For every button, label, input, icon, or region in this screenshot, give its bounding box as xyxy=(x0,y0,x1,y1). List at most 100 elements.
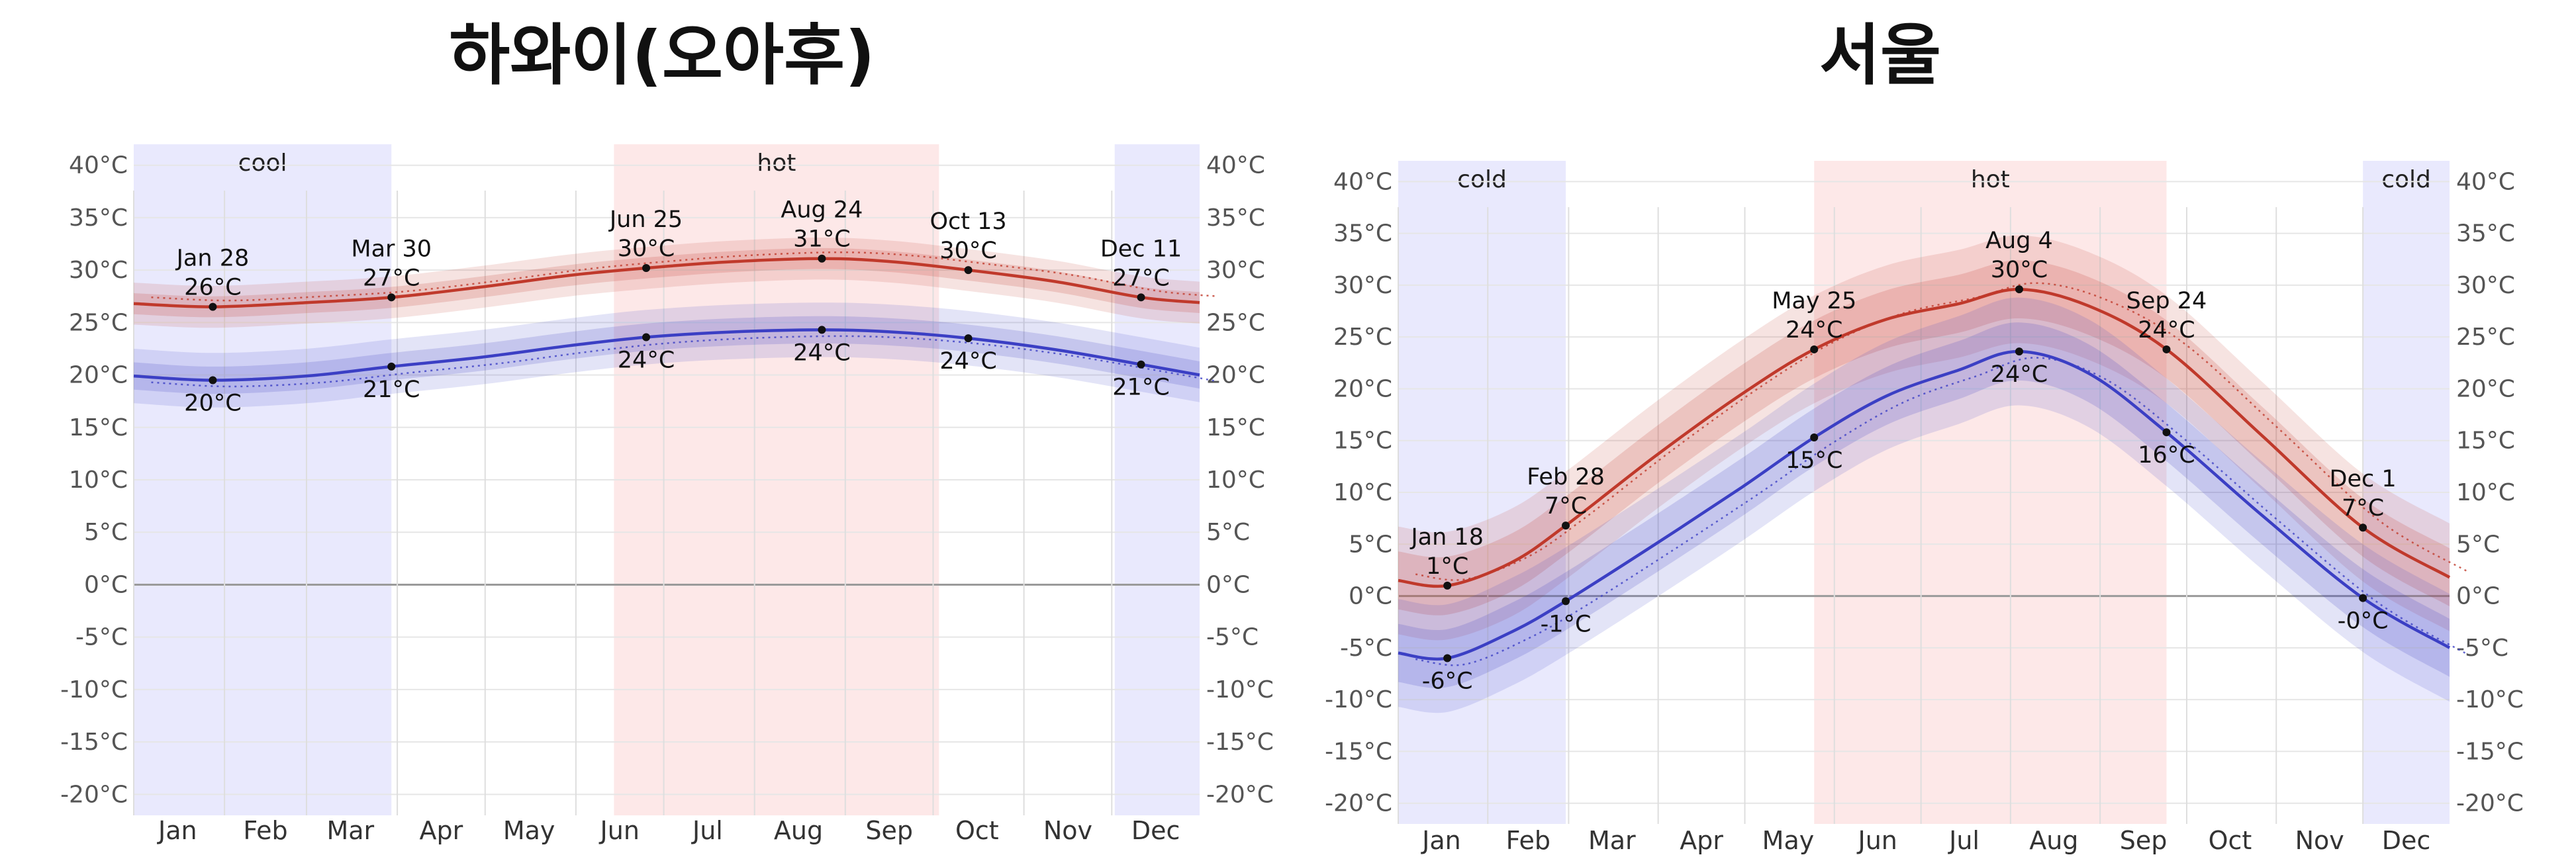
y-tick-label-left: -10°C xyxy=(1325,686,1392,713)
annotation-point xyxy=(1810,433,1819,442)
month-label: Jun xyxy=(599,816,640,845)
annotation-point xyxy=(209,376,217,385)
annotation-value: 30°C xyxy=(618,236,675,262)
month-label: Nov xyxy=(1043,816,1092,845)
y-tick-label-left: 0°C xyxy=(84,571,128,598)
annotation-point xyxy=(2162,345,2171,353)
month-label: Jun xyxy=(1857,826,1897,855)
annotation-value: -0°C xyxy=(2338,608,2389,635)
y-tick-label-left: 35°C xyxy=(69,204,128,232)
annotation-value: 15°C xyxy=(1786,447,1842,474)
annotation-point xyxy=(387,293,396,302)
month-label: Sep xyxy=(865,816,913,845)
annotation-value: 21°C xyxy=(1112,375,1169,401)
annotation-value: 31°C xyxy=(793,226,850,253)
season-label: hot xyxy=(757,150,796,177)
y-tick-label-left: -15°C xyxy=(60,729,128,756)
y-tick-label-right: -5°C xyxy=(1206,624,1259,651)
annotation-point xyxy=(818,326,826,334)
month-label: Dec xyxy=(2382,826,2431,855)
y-tick-label-left: 40°C xyxy=(69,152,128,179)
y-tick-label-left: 15°C xyxy=(69,414,128,441)
month-label: Mar xyxy=(326,816,374,845)
annotation-point xyxy=(1810,345,1819,353)
month-label: May xyxy=(503,816,555,845)
month-label: Apr xyxy=(1680,826,1723,855)
y-tick-label-right: -10°C xyxy=(1206,676,1274,703)
series-dotted-low xyxy=(151,335,1217,388)
y-tick-label-left: 5°C xyxy=(1349,531,1392,558)
annotation-point xyxy=(1443,654,1452,662)
annotation-point xyxy=(964,266,973,275)
annotation-value: 24°C xyxy=(2138,317,2195,343)
month-label: Jan xyxy=(1421,826,1461,855)
y-tick-label-right: 5°C xyxy=(2456,531,2500,558)
annotation-date: Feb 28 xyxy=(1527,464,1605,490)
y-tick-label-right: 0°C xyxy=(2456,583,2500,610)
y-tick-label-left: 10°C xyxy=(1333,479,1392,506)
annotation-value: 20°C xyxy=(184,390,241,416)
y-tick-label-right: 25°C xyxy=(1206,309,1265,336)
month-label: Oct xyxy=(955,816,999,845)
y-tick-label-right: 10°C xyxy=(2456,479,2515,506)
y-tick-label-right: 35°C xyxy=(1206,204,1265,232)
annotation-date: Aug 24 xyxy=(781,197,863,224)
season-label: cold xyxy=(2381,166,2431,193)
series-line-high xyxy=(133,257,1200,308)
annotation-value: 1°C xyxy=(1426,553,1468,580)
y-tick-label-left: 0°C xyxy=(1349,583,1392,610)
y-tick-label-left: 10°C xyxy=(69,467,128,494)
y-tick-label-left: 30°C xyxy=(69,257,128,284)
annotation-point xyxy=(818,254,826,263)
y-tick-label-right: -15°C xyxy=(2456,738,2524,765)
annotation-date: Oct 13 xyxy=(930,208,1006,235)
month-label: May xyxy=(1762,826,1815,855)
y-tick-label-right: 15°C xyxy=(2456,428,2515,455)
month-label: Apr xyxy=(420,816,463,845)
month-label: Sep xyxy=(2120,826,2168,855)
series-band-outer-low xyxy=(134,302,1200,408)
chart-panel-seoul: 서울 cold hot cold -20°C -20°C -15°C -15°C -10°C -1… xyxy=(1325,17,2524,855)
y-tick-label-left: -15°C xyxy=(1325,738,1392,765)
y-tick-label-right: 5°C xyxy=(1206,519,1250,546)
y-tick-label-right: 10°C xyxy=(1206,467,1265,494)
series-band-inner-low xyxy=(1398,322,2450,688)
series-band-inner-high xyxy=(1398,260,2450,615)
y-tick-label-left: 35°C xyxy=(1333,220,1392,248)
annotation-date: Sep 24 xyxy=(2126,288,2207,314)
month-label: Mar xyxy=(1588,826,1636,855)
annotation-date: Jan 18 xyxy=(1409,524,1484,551)
y-tick-label-left: 5°C xyxy=(84,519,128,546)
y-tick-label-right: 35°C xyxy=(2456,220,2515,248)
annotation-date: Jun 25 xyxy=(608,206,683,233)
annotation-point xyxy=(2162,428,2171,437)
chart-panel-oahu: 하와이(오아후) cool hot -20°C -20°C -15°C -15°C -10°C… xyxy=(60,17,1274,845)
annotation-value: 27°C xyxy=(1112,265,1169,291)
y-tick-label-right: -10°C xyxy=(2456,686,2524,713)
annotation-date: Jan 28 xyxy=(175,246,250,272)
month-label: Oct xyxy=(2209,826,2252,855)
annotation-date: Mar 30 xyxy=(351,236,432,262)
month-label: Jan xyxy=(157,816,197,845)
series-band-outer-high xyxy=(1398,235,2450,641)
month-label: Feb xyxy=(243,816,287,845)
series-line-low xyxy=(1398,349,2451,661)
annotation-point xyxy=(642,263,651,272)
annotation-point xyxy=(1562,597,1570,606)
y-tick-label-right: 0°C xyxy=(1206,571,1250,598)
y-tick-label-right: 20°C xyxy=(1206,362,1265,389)
season-label: cool xyxy=(238,150,287,177)
y-tick-label-right: 40°C xyxy=(2456,168,2515,195)
series-band-outer-low xyxy=(1398,297,2450,713)
series-dotted-high xyxy=(151,251,1217,302)
y-tick-label-right: 30°C xyxy=(2456,272,2515,299)
annotation-value: 24°C xyxy=(939,348,996,375)
annotation-date: Dec 11 xyxy=(1100,236,1182,262)
y-tick-label-left: -5°C xyxy=(1340,635,1392,662)
season-label: cold xyxy=(1457,166,1507,193)
series-line-high xyxy=(1398,287,2451,588)
month-label: Aug xyxy=(774,816,823,845)
annotation-point xyxy=(1443,581,1452,590)
y-tick-label-left: 25°C xyxy=(69,309,128,336)
